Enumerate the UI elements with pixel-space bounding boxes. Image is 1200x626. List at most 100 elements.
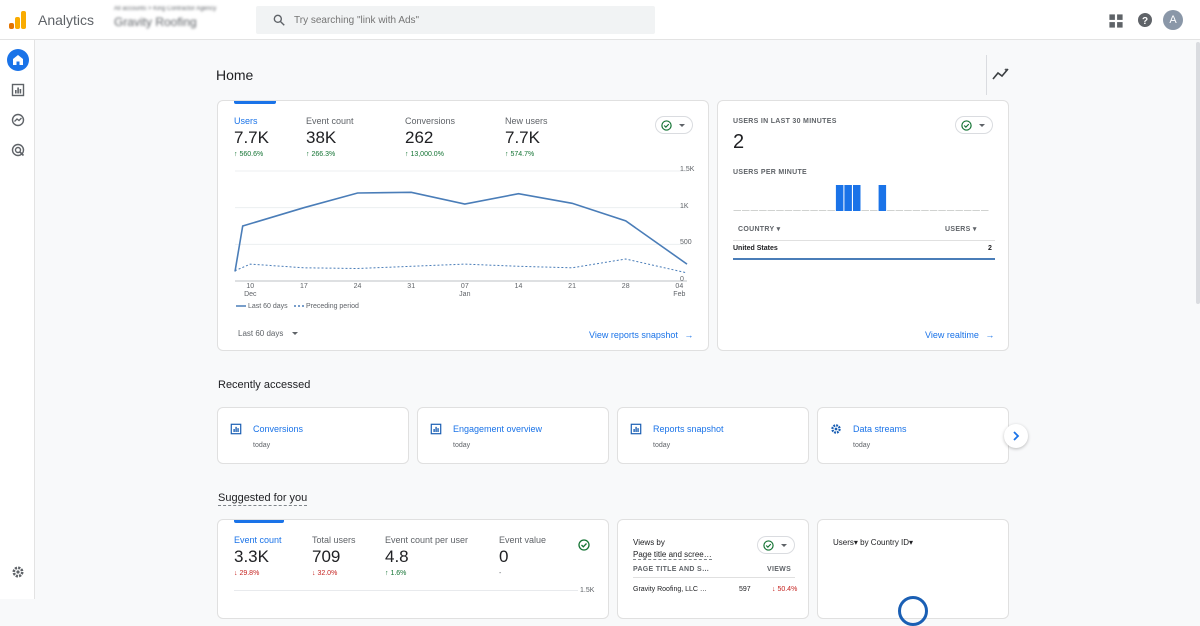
recent-item-time: today [253,442,271,449]
metric-change: ↑ 574.7% [505,151,535,158]
metric-change: ↓ 32.0% [312,570,338,577]
recent-item-name: Conversions [253,424,304,434]
metric-change: ↑ 266.3% [306,151,336,158]
legend-current: Last 60 days [236,303,288,310]
suggested-title: Suggested for you [218,492,308,506]
country-name: United States [733,245,778,252]
minute-bar [929,210,938,211]
metric-event-value[interactable]: Event value 0 - [499,535,546,577]
link-label: View reports snapshot [589,330,678,340]
metric-value: 4.8 [385,547,409,566]
nav-admin[interactable] [7,561,29,583]
gear-icon [12,566,24,578]
chevron-down-icon [679,124,685,127]
column-header-country[interactable]: COUNTRY ▾ [738,226,781,233]
arrow-right-icon: → [684,330,694,340]
minute-bar [742,210,750,211]
y-tick-label: 1K [680,202,689,210]
suggested-card-users-by-country: Users▾ by Country ID▾ [817,519,1009,626]
help-icon[interactable]: ? [1136,11,1154,29]
metric-event-count[interactable]: Event count 38K ↑ 266.3% [306,116,354,158]
page-scrollbar[interactable] [1196,42,1200,304]
column-header-page-title[interactable]: PAGE TITLE AND S… [633,566,710,573]
users-per-minute-chart [733,185,989,211]
recent-card-engagement-overview[interactable]: Engagement overview today [417,407,609,464]
metric-users[interactable]: Users 7.7K ↑ 560.6% [234,116,269,158]
x-tick-month: Feb [673,291,686,298]
search-input[interactable] [294,10,634,30]
recent-card-data-streams[interactable]: Data streams today [817,407,1009,464]
compare-dropdown[interactable] [757,536,795,554]
property-name: Gravity Roofing [114,15,197,29]
realtime-compare-dropdown[interactable] [955,116,993,134]
top-bar: Analytics All accounts > King Contractor… [0,0,1200,40]
app-name: Analytics [38,12,95,28]
carousel-next-button[interactable] [1004,424,1028,448]
minute-bar [767,210,776,211]
view-reports-snapshot-link[interactable]: View reports snapshot → [589,330,693,340]
apps-grid-icon[interactable] [1105,10,1127,32]
nav-advertising[interactable] [7,139,29,161]
metric-label: Total users [312,535,356,545]
minute-bar [835,185,844,211]
minute-bar [793,210,801,211]
view-realtime-link[interactable]: View realtime → [925,330,994,340]
svg-text:?: ? [1142,16,1148,27]
metric-conversions[interactable]: Conversions 262 ↑ 13,000.0% [405,116,455,158]
card-title-line2[interactable]: Page title and scree… [633,550,712,560]
x-tick-label: 04 Feb [669,283,689,299]
x-tick-day: 24 [353,283,362,290]
minute-bar [904,210,912,211]
bar-chart-icon [430,423,442,435]
recent-card-conversions[interactable]: Conversions today [217,407,409,464]
y-tick-label: 0 [680,276,684,283]
card-title[interactable]: Users▾ by Country ID▾ [833,538,914,547]
date-range-label: Last 60 days [238,329,284,338]
recent-item-time: today [853,442,871,449]
metric-label: Event count [234,535,282,545]
avatar[interactable]: A [1163,10,1183,30]
minute-bar [776,210,784,211]
minute-bar [981,210,989,211]
x-tick-day: 10 [246,283,255,290]
minute-bar [963,210,972,211]
metric-value: 262 [405,128,434,147]
compare-dropdown[interactable] [655,116,693,134]
metric-change: ↑ 560.6% [234,151,264,158]
account-selector[interactable]: All accounts > King Contractor Agency Gr… [114,6,254,29]
analytics-logo[interactable] [9,11,27,29]
recently-accessed-title: Recently accessed [218,379,311,391]
nav-explore[interactable] [7,109,29,131]
nav-home[interactable] [7,49,29,71]
metric-total-users[interactable]: Total users 709 ↓ 32.0% [312,535,356,577]
x-tick-day: 28 [621,283,630,290]
y-tick-label: 1.5K [680,166,695,173]
nav-reports[interactable] [7,79,29,101]
metric-value: 7.7K [234,128,269,147]
check-circle-icon[interactable] [578,539,590,551]
column-header-views[interactable]: VIEWS [767,566,792,573]
date-range-selector[interactable]: Last 60 days [238,329,298,338]
y-tick-label: 1.5K [580,587,595,594]
bar-chart-icon [630,423,642,435]
column-header-users[interactable]: USERS ▾ [945,226,977,233]
minute-bar [878,185,887,211]
metric-new-users[interactable]: New users 7.7K ↑ 574.7% [505,116,548,158]
metric-value: 7.7K [505,128,540,147]
legend-previous: Preceding period [294,303,359,310]
recent-item-name: Data streams [853,424,907,434]
x-tick-day: 04 [675,283,684,290]
chevron-down-icon [781,544,787,547]
recent-card-reports-snapshot[interactable]: Reports snapshot today [617,407,809,464]
metric-label: New users [505,116,548,126]
suggested-card-metrics: Event count 3.3K ↓ 29.8% Total users 709… [217,519,609,619]
minute-bar [750,210,759,211]
chevron-down-icon [291,332,298,336]
metric-event-count[interactable]: Event count 3.3K ↓ 29.8% [234,535,282,577]
search-bar[interactable] [256,6,655,34]
minute-bar [955,210,963,211]
series-line-previous [234,258,688,274]
metric-event-count-per-user[interactable]: Event count per user 4.8 ↑ 1.6% [385,535,468,577]
insights-icon[interactable] [991,66,1011,82]
x-tick-label: 17 [294,283,314,291]
